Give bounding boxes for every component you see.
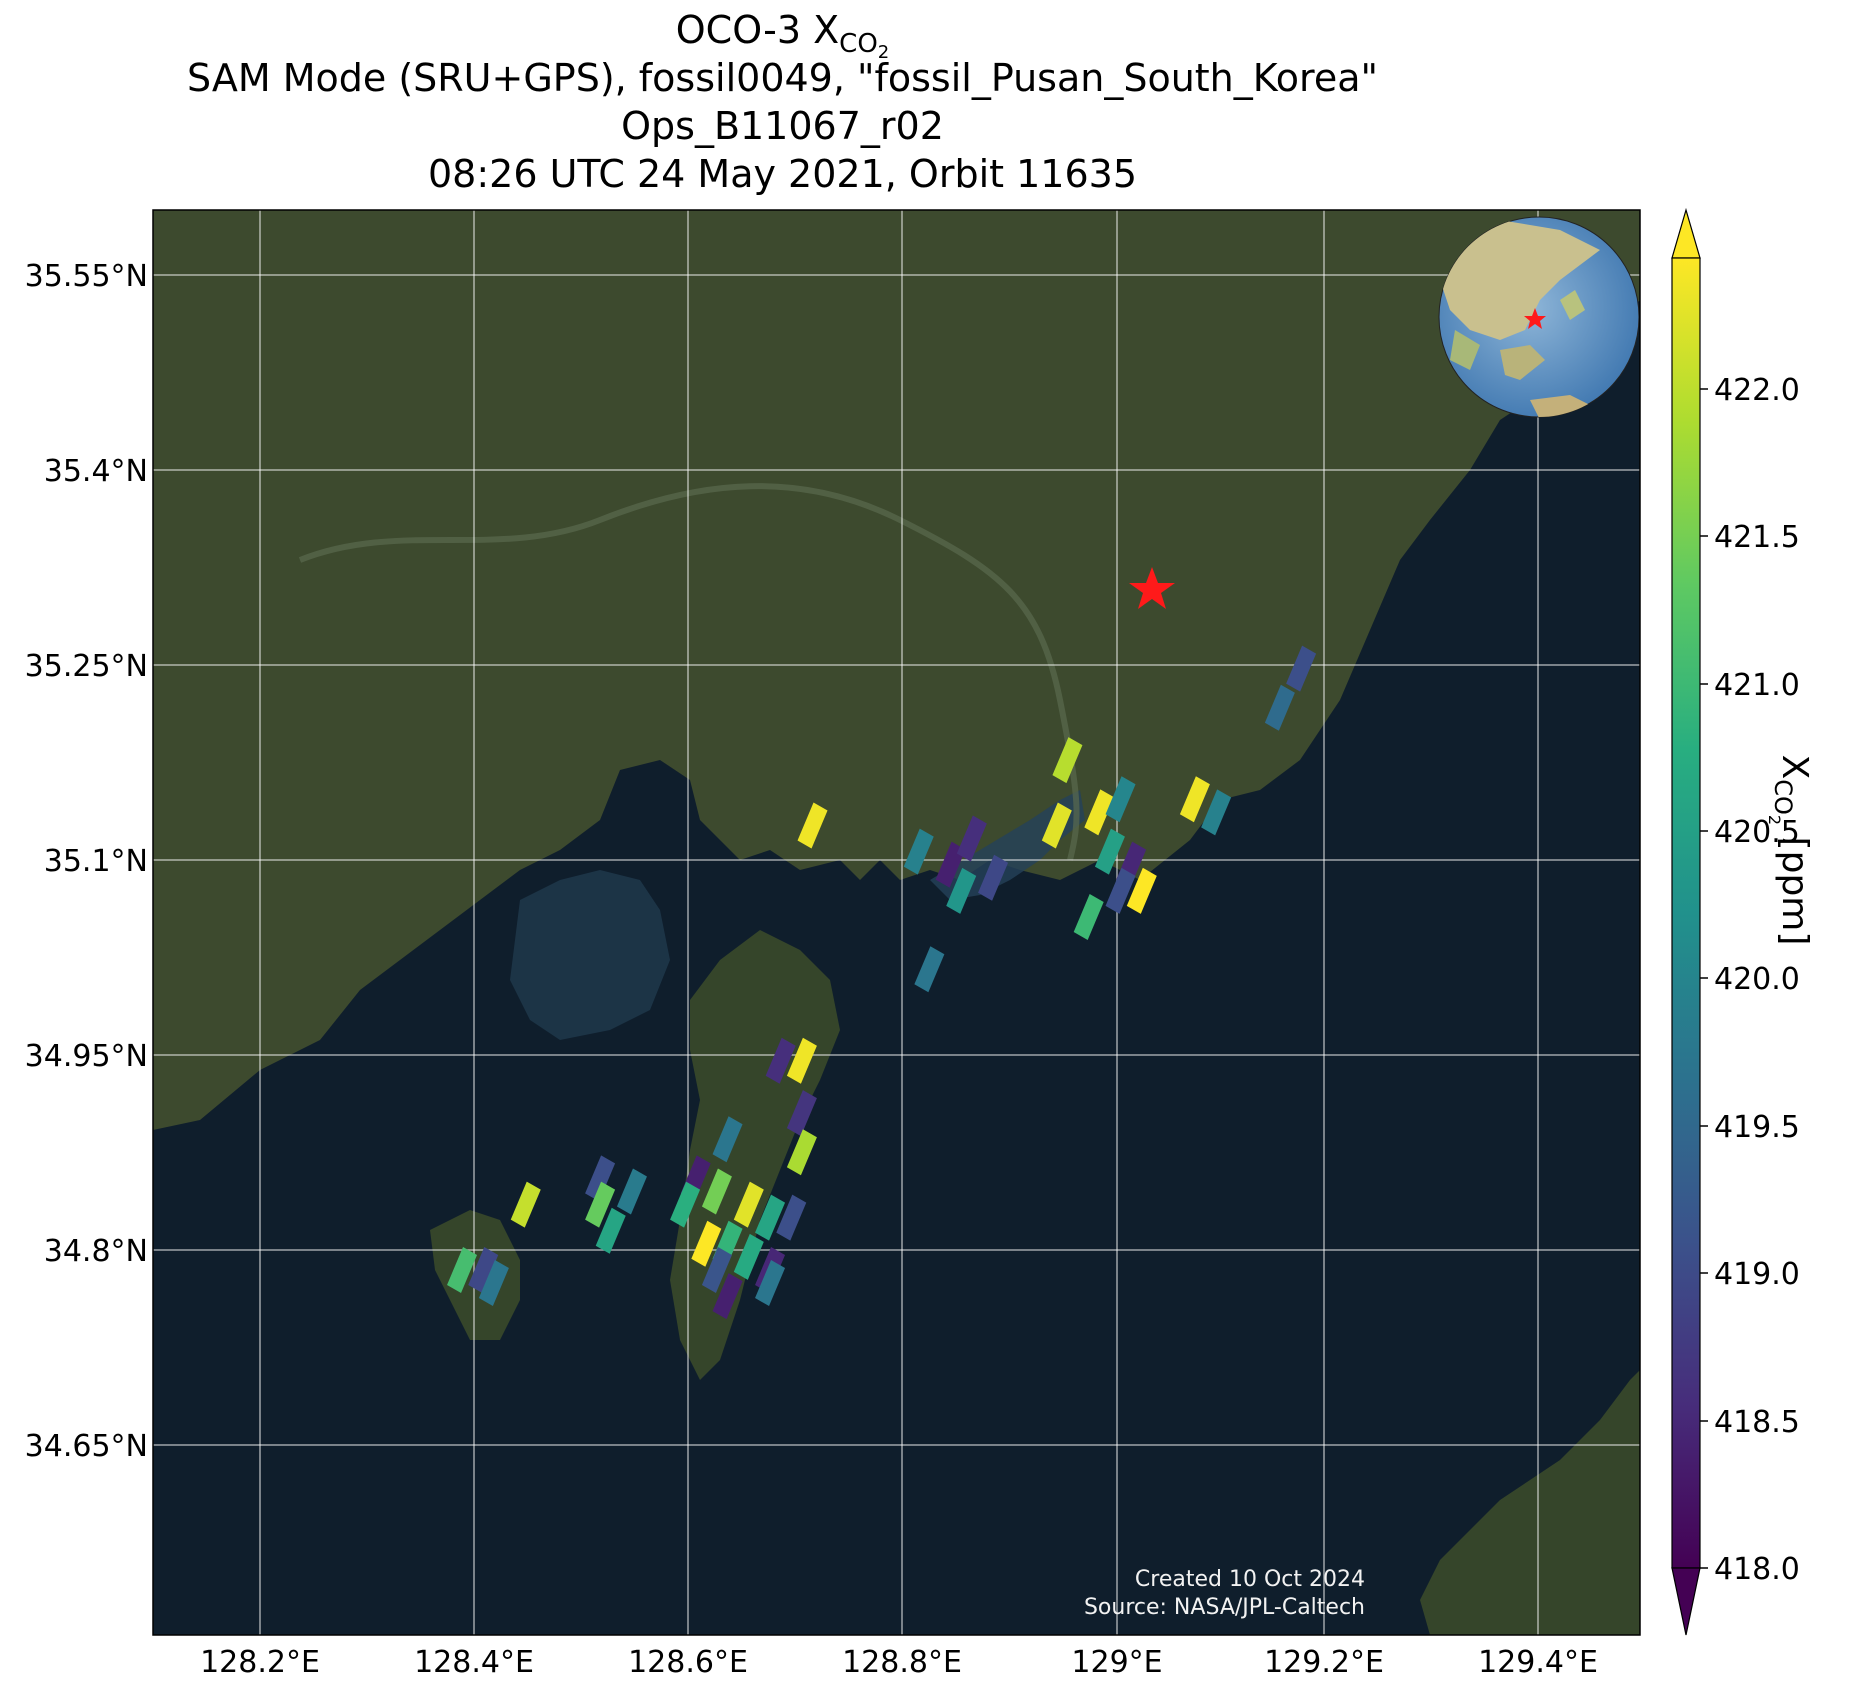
xco2-footprint <box>1286 645 1317 692</box>
xco2-footprint <box>733 1181 764 1228</box>
y-tick-label: 35.55°N <box>25 259 148 294</box>
x-tick-label: 128.2°E <box>200 1645 320 1680</box>
xco2-footprint <box>1094 828 1125 875</box>
xco2-footprint <box>701 1168 732 1215</box>
x-tick-labels: 128.2°E 128.4°E 128.6°E 128.8°E 129°E 12… <box>200 1645 1598 1680</box>
korean-peninsula-land <box>153 210 1640 1130</box>
x-tick-label: 128.6°E <box>628 1645 748 1680</box>
xco2-footprint <box>585 1181 616 1228</box>
colorbar-bar <box>1671 257 1701 1569</box>
colorbar-tick-label: 419.5 <box>1714 1110 1800 1145</box>
xco2-footprint <box>946 867 977 914</box>
xco2-footprint <box>595 1207 626 1254</box>
xco2-footprint <box>797 802 828 849</box>
xco2-footprint <box>670 1181 701 1228</box>
x-tick-label: 128.4°E <box>414 1645 534 1680</box>
colorbar: 418.0 418.5 419.0 419.5 420.0 420.5 421.… <box>1671 207 1800 1636</box>
colorbar-tick-label: 418.0 <box>1714 1552 1800 1587</box>
colorbar-tick-label: 421.0 <box>1714 668 1800 703</box>
xco2-footprint <box>1041 802 1072 849</box>
xco2-footprint <box>903 828 934 875</box>
y-tick-label: 35.25°N <box>25 649 148 684</box>
xco2-footprint <box>755 1260 786 1307</box>
colorbar-extend-min <box>1671 1567 1701 1636</box>
y-tick-label: 34.65°N <box>25 1429 148 1464</box>
xco2-footprint <box>1084 789 1115 836</box>
jinhae-bay-water <box>510 870 670 1040</box>
xco2-footprint <box>956 815 987 862</box>
xco2-footprint <box>914 946 945 993</box>
xco2-footprint <box>786 1129 817 1176</box>
nakdong-river <box>298 483 1080 861</box>
y-tick-label: 35.4°N <box>44 454 148 489</box>
xco2-footprint <box>447 1246 478 1293</box>
xco2-footprint <box>468 1246 499 1293</box>
colorbar-tick-label: 420.0 <box>1714 962 1800 997</box>
target-star-marker <box>1129 567 1175 609</box>
xco2-footprint <box>1126 867 1157 914</box>
y-tick-label: 35.1°N <box>44 844 148 879</box>
xco2-footprint <box>616 1168 647 1215</box>
globe-inset <box>1438 216 1640 418</box>
xco2-footprint <box>478 1260 509 1307</box>
xco2-footprint <box>1201 789 1232 836</box>
colorbar-extend-max <box>1671 207 1701 259</box>
xco2-footprint <box>786 1090 817 1137</box>
map-frame <box>152 209 1641 1636</box>
created-date-credit: Created 10 Oct 2024 <box>1134 1567 1365 1592</box>
colorbar-tick-label: 419.0 <box>1714 1257 1800 1292</box>
chart-title-line3: Ops_B11067_r02 <box>621 104 944 148</box>
xco2-footprint <box>712 1116 743 1163</box>
y-tick-label: 34.95°N <box>25 1039 148 1074</box>
map-panel <box>153 210 1640 1635</box>
xco2-footprint <box>1264 684 1295 731</box>
xco2-footprint <box>765 1037 796 1084</box>
xco2-footprint <box>701 1246 732 1293</box>
xco2-footprint <box>786 1037 817 1084</box>
xco2-footprint <box>1073 893 1104 940</box>
x-tick-label: 129°E <box>1071 1645 1162 1680</box>
xco2-footprint <box>755 1194 786 1241</box>
x-tick-label: 129.4°E <box>1478 1645 1598 1680</box>
source-credit: Source: NASA/JPL-Caltech <box>1083 1595 1365 1620</box>
colorbar-tick-label: 420.5 <box>1714 815 1800 850</box>
globe-target-star <box>1524 308 1546 329</box>
xco2-footprint <box>1105 867 1136 914</box>
xco2-footprint <box>1052 737 1083 784</box>
colorbar-tick-label: 421.5 <box>1714 520 1800 555</box>
chart-title-line2: SAM Mode (SRU+GPS), fossil0049, "fossil_… <box>187 56 1378 100</box>
xco2-footprint <box>691 1220 722 1267</box>
xco2-footprint <box>510 1181 541 1228</box>
y-tick-labels: 35.55°N 35.4°N 35.25°N 35.1°N 34.95°N 34… <box>25 259 148 1464</box>
colorbar-label: XCO2 [ppm] <box>1765 754 1815 946</box>
tsushima-island-land <box>1420 1370 1640 1635</box>
y-tick-label: 34.8°N <box>44 1234 148 1269</box>
xco2-footprint <box>733 1233 764 1280</box>
map-gridlines <box>153 210 1640 1635</box>
xco2-footprint <box>978 854 1009 901</box>
xco2-footprint <box>712 1273 743 1320</box>
xco2-footprint <box>1105 776 1136 823</box>
colorbar-tick-label: 422.0 <box>1714 373 1800 408</box>
x-tick-label: 129.2°E <box>1264 1645 1384 1680</box>
xco2-footprint <box>776 1194 807 1241</box>
colorbar-tick-label: 418.5 <box>1714 1405 1800 1440</box>
xco2-footprint <box>585 1155 616 1202</box>
xco2-footprint <box>1179 776 1210 823</box>
chart-title-line1: OCO-3 XCO2 <box>675 8 890 63</box>
x-tick-label: 128.8°E <box>842 1645 962 1680</box>
chart-title-line4: 08:26 UTC 24 May 2021, Orbit 11635 <box>427 152 1137 196</box>
xco2-footprints <box>447 645 1317 1320</box>
